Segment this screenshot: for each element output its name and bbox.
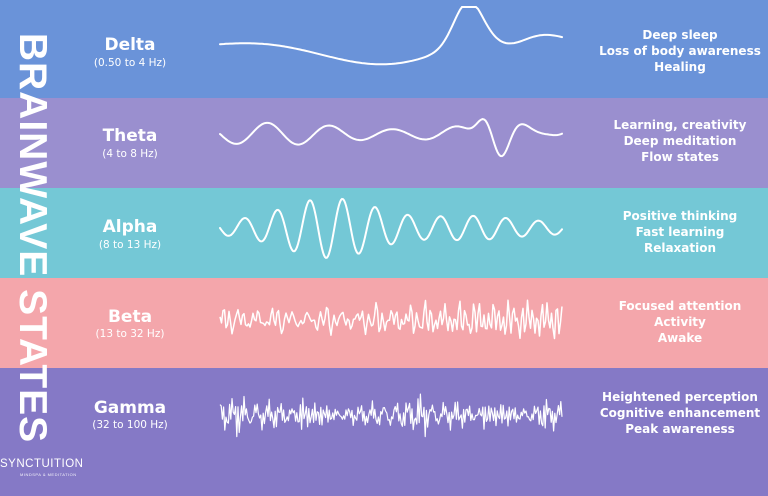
trait: Relaxation [643,241,717,255]
band-range: (8 to 13 Hz) [98,239,162,251]
band-traits: Focused attention Activity Awake [590,298,768,346]
trait: Cognitive enhancement [599,406,761,420]
trait: Activity [654,315,706,329]
wave-gamma [219,393,563,438]
wave-path [219,6,563,66]
logo-tagline: MINDSPA & MEDITATION [20,472,77,477]
wave-beta [219,299,563,340]
wave-delta [219,6,563,66]
wave-path [219,197,563,260]
trait: Positive thinking [622,209,738,223]
band-range: (13 to 32 Hz) [95,328,165,340]
trait: Healing [654,60,706,74]
band-name: Gamma [93,398,167,418]
wave-theta [219,118,563,158]
band-name: Beta [107,307,153,327]
band-traits: Learning, creativity Deep meditation Flo… [590,117,768,165]
trait: Heightened perception [602,390,758,404]
wave-path [219,299,563,340]
band-name: Theta [102,126,158,146]
band-gamma: Gamma (32 to 100 Hz) Heightened percepti… [0,368,768,496]
wave-path [219,393,563,438]
trait: Awake [657,331,703,345]
trait: Deep sleep [642,28,718,42]
band-theta: Theta (4 to 8 Hz) Learning, creativity D… [0,98,768,188]
band-range: (32 to 100 Hz) [92,419,168,431]
band-traits: Heightened perception Cognitive enhancem… [590,389,768,437]
band-traits: Positive thinking Fast learning Relaxati… [590,208,768,256]
trait: Flow states [641,150,719,164]
trait: Loss of body awareness [599,44,761,58]
band-beta: Beta (13 to 32 Hz) Focused attention Act… [0,278,768,368]
trait: Peak awareness [625,422,735,436]
trait: Focused attention [618,299,742,313]
logo-wordmark: SYNCTUITION [0,458,84,470]
band-alpha: Alpha (8 to 13 Hz) Positive thinking Fas… [0,188,768,278]
trait: Learning, creativity [613,118,747,132]
wave-alpha [219,197,563,260]
band-name: Delta [104,35,156,55]
trait: Deep meditation [623,134,737,148]
trait: Fast learning [635,225,725,239]
band-range: (0.50 to 4 Hz) [93,57,167,69]
band-traits: Deep sleep Loss of body awareness Healin… [590,27,768,75]
band-range: (4 to 8 Hz) [102,148,158,160]
vertical-title: BRAINWAVE STATES [11,32,54,444]
band-name: Alpha [102,217,158,237]
band-delta: Delta (0.50 to 4 Hz) Deep sleep Loss of … [0,0,768,98]
wave-path [219,118,563,158]
